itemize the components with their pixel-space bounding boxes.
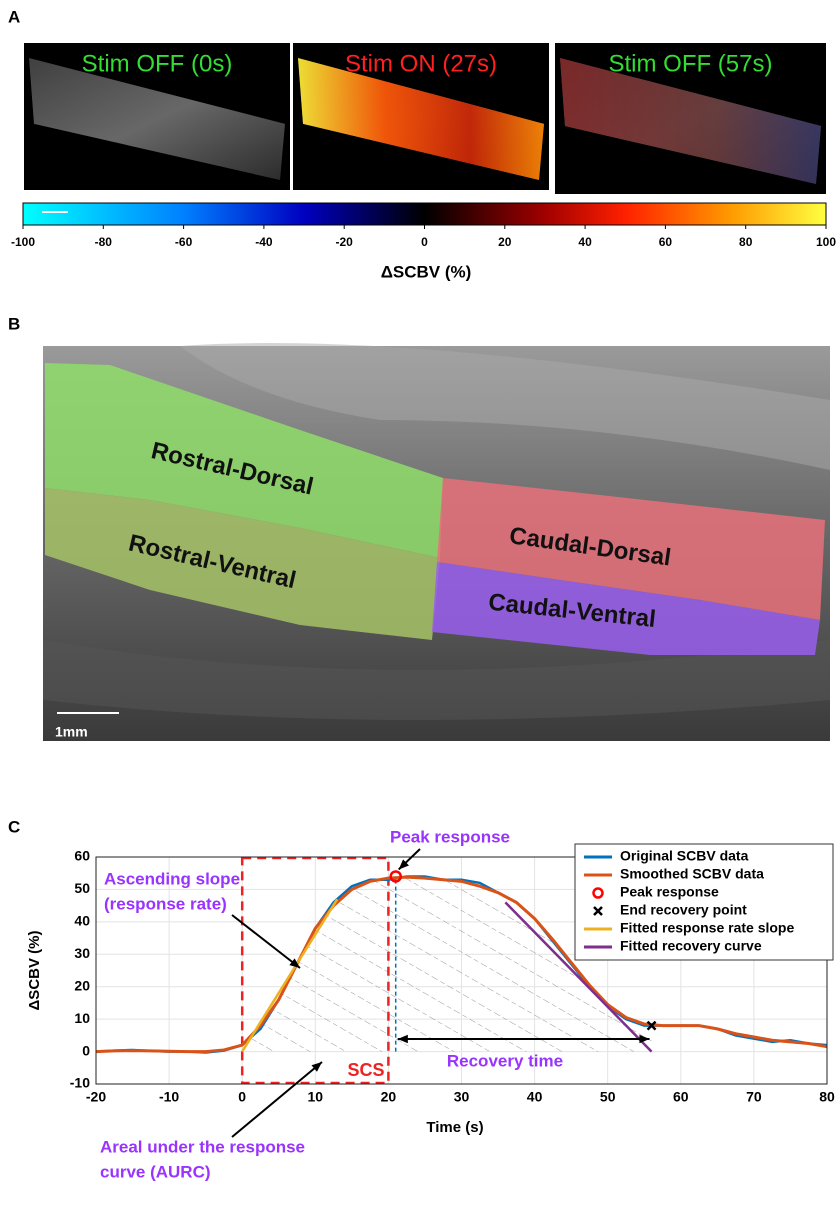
colorbar-tick-label: 20 [498,235,512,249]
colorbar-tick-label: -20 [336,235,354,249]
x-tick-label: 0 [238,1089,246,1105]
image-label: Stim OFF (0s) [82,50,233,77]
point-marker [389,870,402,883]
colorbar-tick-label: -100 [11,235,35,249]
aurc-area [242,877,652,1052]
x-tick-label: 30 [454,1089,470,1105]
y-tick-label: 0 [82,1042,90,1058]
point-marker [646,1020,657,1031]
legend-label: End recovery point [620,902,747,918]
arrow-head [397,1034,408,1044]
region [432,562,820,655]
legend-swatch [593,906,603,916]
colorbar-tick-label: 100 [816,235,836,249]
y-tick-label: 50 [74,880,90,896]
arrow [231,1061,323,1138]
image-label: Stim OFF (57s) [608,50,772,77]
x-tick-label: 20 [381,1089,397,1105]
annotation: (response rate) [104,894,227,913]
colorbar-tick-label: 40 [578,235,592,249]
fit-line [241,898,339,1053]
legend-box [574,843,834,961]
x-tick-label: -10 [159,1089,179,1105]
activation-overlay [298,58,544,180]
arrow-head [289,958,300,968]
scale-bar-label: 1mm [55,724,88,740]
fit-line [504,901,653,1053]
legend-label: Original SCBV data [620,848,749,864]
colorbar-tick-label: 80 [739,235,753,249]
y-axis-label: ΔSCBV (%) [26,931,43,1011]
x-axis-label: Time (s) [426,1119,483,1136]
activation-overlay [560,58,821,184]
panel-label: C [8,817,20,836]
colorbar-label: ΔSCBV (%) [381,262,472,281]
plot-frame [95,856,828,1085]
scs-window [240,856,390,1085]
colorbar [22,202,827,226]
x-tick-label: 10 [308,1089,324,1105]
annotation: Ascending slope [104,869,240,888]
region [45,488,440,640]
tissue-texture [43,640,830,720]
tissue-image [29,58,285,180]
panel-label: B [8,314,20,333]
legend-label: Fitted response rate slope [620,920,794,936]
colorbar-tick-label: -60 [175,235,193,249]
y-tick-label: 20 [74,977,90,993]
legend-label: Smoothed SCBV data [620,866,764,882]
y-tick-label: 10 [74,1010,90,1026]
y-tick-label: 30 [74,945,90,961]
colorbar-tick-label: -80 [95,235,113,249]
annotation: Peak response [390,827,510,846]
tissue-texture [180,343,830,470]
image-label: Stim ON (27s) [345,50,497,77]
y-tick-label: 60 [74,848,90,864]
region [437,478,825,620]
arrow-head [639,1034,650,1044]
legend-label: Fitted recovery curve [620,938,762,954]
series-line [95,875,828,1054]
region [45,363,443,558]
y-tick-label: 40 [74,913,90,929]
legend-label: Peak response [620,884,719,900]
annotation: curve (AURC) [100,1162,211,1181]
x-tick-label: 80 [819,1089,835,1105]
annotation: SCS [347,1060,384,1080]
x-tick-label: 70 [746,1089,762,1105]
colorbar-tick-label: 60 [659,235,673,249]
panel-label: A [8,7,20,26]
colorbar-tick-label: -40 [255,235,273,249]
annotation: Recovery time [447,1051,563,1070]
arrow [231,914,301,969]
x-tick-label: 60 [673,1089,689,1105]
x-tick-label: 50 [600,1089,616,1105]
x-tick-label: -20 [86,1089,106,1105]
arrow-head [311,1062,322,1072]
x-tick-label: 40 [527,1089,543,1105]
y-tick-label: -10 [70,1075,90,1091]
annotation: Areal under the response [100,1137,305,1156]
arrow-head [398,859,409,870]
colorbar-tick-label: 0 [421,235,428,249]
legend-swatch [592,887,604,899]
